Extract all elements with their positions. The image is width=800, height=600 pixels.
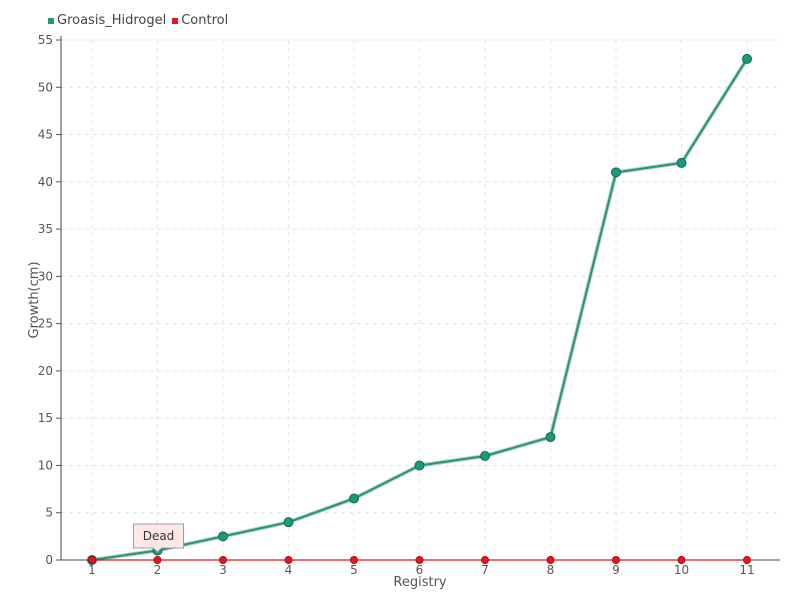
x-tick-label: 6 — [416, 563, 424, 577]
data-point-groasis-hidrogel — [676, 157, 687, 168]
series-layer — [87, 53, 752, 565]
y-tick-label: 30 — [38, 269, 53, 283]
x-tick-label: 4 — [285, 563, 293, 577]
x-tick-label: 3 — [219, 563, 227, 577]
legend-item-groasis[interactable]: Groasis_Hidrogel — [48, 13, 166, 28]
x-tick-label: 9 — [612, 563, 620, 577]
x-tick-label: 5 — [350, 563, 358, 577]
annotation-box — [133, 523, 184, 549]
y-tick-label: 5 — [45, 506, 53, 520]
x-tick-label: 11 — [739, 563, 754, 577]
y-tick-label: 50 — [38, 80, 53, 94]
x-tick-label: 8 — [547, 563, 555, 577]
data-point-groasis-hidrogel — [611, 167, 621, 178]
legend-swatch-control — [172, 17, 179, 24]
data-point-control — [481, 556, 489, 564]
legend-swatch-groasis — [48, 17, 54, 24]
y-axis-title: Growth(cm) — [27, 261, 42, 338]
x-tick-label: 2 — [154, 563, 162, 577]
data-point-groasis-hidrogel — [218, 531, 228, 542]
y-tick-label: 55 — [38, 33, 53, 47]
y-tick-label: 20 — [38, 364, 53, 378]
legend-item-control[interactable]: Control — [172, 13, 228, 28]
annotation-pointer — [153, 547, 162, 553]
data-point-groasis-hidrogel — [545, 432, 556, 443]
legend-label-control: Control — [181, 13, 229, 28]
x-tick-label: 7 — [481, 563, 489, 577]
y-tick-label: 15 — [38, 411, 53, 425]
annotation-label: Dead — [143, 529, 175, 543]
y-tick-label: 35 — [38, 222, 53, 236]
y-tick-label: 0 — [45, 553, 53, 567]
y-tick-label: 25 — [38, 317, 53, 331]
data-point-groasis-hidrogel — [283, 517, 294, 528]
data-point-control — [612, 556, 620, 564]
x-axis-title: Registry — [393, 575, 447, 590]
x-tick-label: 1 — [88, 563, 96, 577]
data-point-control — [350, 556, 358, 564]
data-point-groasis-hidrogel — [414, 460, 425, 471]
data-point-control — [284, 556, 293, 564]
y-tick-label: 40 — [38, 175, 53, 189]
x-tick-label: 10 — [674, 563, 689, 577]
data-point-control — [415, 556, 424, 564]
data-point-control — [219, 556, 227, 564]
data-point-control — [546, 556, 555, 564]
data-point-control — [88, 556, 96, 564]
data-point-groasis-hidrogel — [349, 493, 359, 504]
data-point-groasis-hidrogel — [742, 53, 752, 64]
y-tick-label: 10 — [38, 458, 53, 472]
data-point-control — [743, 556, 751, 564]
data-point-groasis-hidrogel — [480, 451, 490, 461]
legend-label-groasis: Groasis_Hidrogel — [57, 13, 167, 28]
y-tick-label: 45 — [38, 128, 53, 142]
grid-lines — [61, 39, 780, 560]
data-point-control — [153, 556, 162, 564]
annotation-layer: Dead — [133, 523, 184, 553]
chart-legend: Groasis_Hidrogel Control — [48, 13, 228, 28]
data-point-control — [677, 556, 686, 564]
